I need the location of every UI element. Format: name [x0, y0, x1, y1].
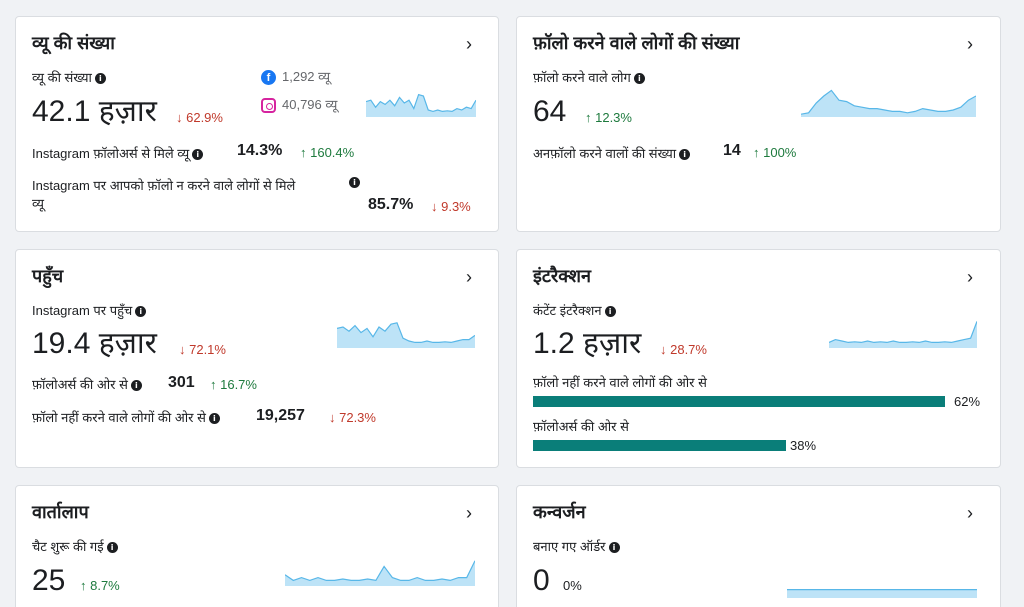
facebook-views: f 1,292 व्यू [261, 67, 330, 86]
unfollow-change: ↑ 100% [753, 145, 797, 160]
interactions-metric-label: कंटेंट इंटरैक्शन i [533, 301, 616, 319]
conversations-metric-label: चैट शुरू की गई i [32, 537, 118, 555]
interactions-card: इंटरैक्शन › कंटेंट इंटरैक्शन i 1.2 हज़ार … [516, 249, 1001, 468]
reach-chevron-right-icon[interactable]: › [466, 267, 472, 287]
reach-value: 19.4 हज़ार [32, 327, 157, 360]
interactions-title: इंटरैक्शन [533, 266, 591, 286]
views-followers-change: ↑ 160.4% [300, 145, 355, 160]
views-chevron-right-icon[interactable]: › [466, 34, 472, 54]
follows-chevron-right-icon[interactable]: › [967, 34, 973, 54]
follows-card: फ़ॉलो करने वाले लोगों की संख्या › फ़ॉलो … [516, 16, 1001, 232]
sparkline-area [829, 321, 977, 348]
unfollow-value: 14 [723, 142, 741, 159]
conversations-change: ↑ 8.7% [80, 578, 120, 593]
conversions-metric-label: बनाए गए ऑर्डर i [533, 537, 620, 555]
views-nonfollowers-label-1: Instagram पर आपको फ़ॉलो न करने वाले लोगो… [32, 178, 296, 193]
reach-followers-label: फ़ॉलोअर्स की ओर से i [32, 375, 142, 393]
reach-nonfollowers-change: ↓ 72.3% [329, 410, 376, 425]
views-followers-value: 14.3% [237, 142, 283, 159]
conversions-value: 0 [533, 564, 550, 597]
reach-nonfollowers-value: 19,257 [256, 407, 305, 424]
info-icon[interactable]: i [208, 413, 220, 425]
conversions-sparkline [787, 589, 977, 598]
sparkline-line [366, 93, 476, 113]
info-icon[interactable]: i [94, 73, 106, 85]
sparkline-area [366, 94, 476, 117]
info-icon[interactable]: i [633, 73, 645, 85]
reach-nonfollowers-label: फ़ॉलो नहीं करने वाले लोगों की ओर से i [32, 408, 220, 426]
conversations-value: 25 [32, 564, 66, 597]
sparkline-line [829, 321, 977, 344]
views-change: ↓ 62.9% [176, 110, 223, 125]
conversations-chevron-right-icon[interactable]: › [466, 503, 472, 523]
sparkline-area [801, 90, 976, 117]
conversations-card: वार्तालाप › चैट शुरू की गई i 25 ↑ 8.7% [15, 485, 499, 607]
follows-value: 64 [533, 95, 567, 128]
follows-change: ↑ 12.3% [585, 110, 632, 125]
views-sparkline [366, 93, 476, 117]
reach-change: ↓ 72.1% [179, 342, 226, 357]
info-icon[interactable]: i [106, 542, 118, 554]
interactions-chevron-right-icon[interactable]: › [967, 267, 973, 287]
follows-sparkline [801, 89, 976, 117]
interactions-sparkline [829, 321, 977, 348]
info-icon[interactable]: i [608, 542, 620, 554]
reach-title: पहुँच [32, 266, 64, 286]
info-icon[interactable]: i [135, 306, 147, 318]
bar2-pct: 38% [790, 438, 817, 453]
conversions-card: कन्वर्जन › बनाए गए ऑर्डर i 0 0% [516, 485, 1001, 607]
bar2 [533, 440, 786, 451]
sparkline-area [285, 560, 475, 586]
scrollbar[interactable] [1012, 0, 1024, 607]
interactions-value: 1.2 हज़ार [533, 327, 642, 360]
bar2-label: फ़ॉलोअर्स की ओर से [533, 419, 629, 434]
views-card: व्यू की संख्या › व्यू की संख्या i 42.1 हज… [15, 16, 499, 232]
conversations-sparkline [285, 560, 475, 586]
views-followers-label: Instagram फ़ॉलोअर्स से मिले व्यू i [32, 144, 204, 162]
unfollow-label: अनफ़ॉलो करने वालों की संख्या i [533, 144, 691, 162]
reach-sparkline [337, 322, 475, 348]
views-nonfollowers-label-2: व्यू [32, 196, 44, 211]
info-icon[interactable]: i [679, 149, 691, 161]
sparkline-line [285, 560, 475, 582]
bar1-label: फ़ॉलो नहीं करने वाले लोगों की ओर से [533, 375, 707, 390]
conversions-title: कन्वर्जन [533, 502, 586, 522]
reach-followers-value: 301 [168, 374, 195, 391]
bar1-pct: 62% [954, 394, 981, 409]
instagram-icon [261, 98, 276, 114]
views-title: व्यू की संख्या [32, 33, 115, 53]
reach-followers-change: ↑ 16.7% [210, 377, 257, 392]
reach-metric-label: Instagram पर पहुँच i [32, 301, 147, 319]
sparkline-line [801, 89, 976, 115]
sparkline-area [337, 322, 475, 348]
reach-card: पहुँच › Instagram पर पहुँच i 19.4 हज़ार ↓… [15, 249, 499, 468]
views-nonfollowers-change: ↓ 9.3% [431, 199, 471, 214]
conversions-change: 0% [563, 578, 582, 593]
info-icon[interactable]: i [192, 149, 204, 161]
sparkline-area [787, 589, 977, 598]
conversations-title: वार्तालाप [32, 502, 89, 522]
bar1 [533, 396, 945, 407]
info-icon[interactable]: i [130, 380, 142, 392]
conversions-chevron-right-icon[interactable]: › [967, 503, 973, 523]
follows-title: फ़ॉलो करने वाले लोगों की संख्या [533, 33, 740, 53]
views-nonfollowers-value: 85.7% [368, 196, 414, 213]
views-value: 42.1 हज़ार [32, 95, 157, 128]
instagram-views: 40,796 व्यू [261, 95, 337, 114]
info-icon[interactable]: i [349, 177, 360, 188]
info-icon[interactable]: i [604, 306, 616, 318]
follows-metric-label: फ़ॉलो करने वाले लोग i [533, 68, 645, 86]
views-metric-label: व्यू की संख्या i [32, 68, 106, 86]
interactions-change: ↓ 28.7% [660, 342, 707, 357]
sparkline-line [337, 322, 475, 344]
facebook-icon: f [261, 70, 276, 86]
